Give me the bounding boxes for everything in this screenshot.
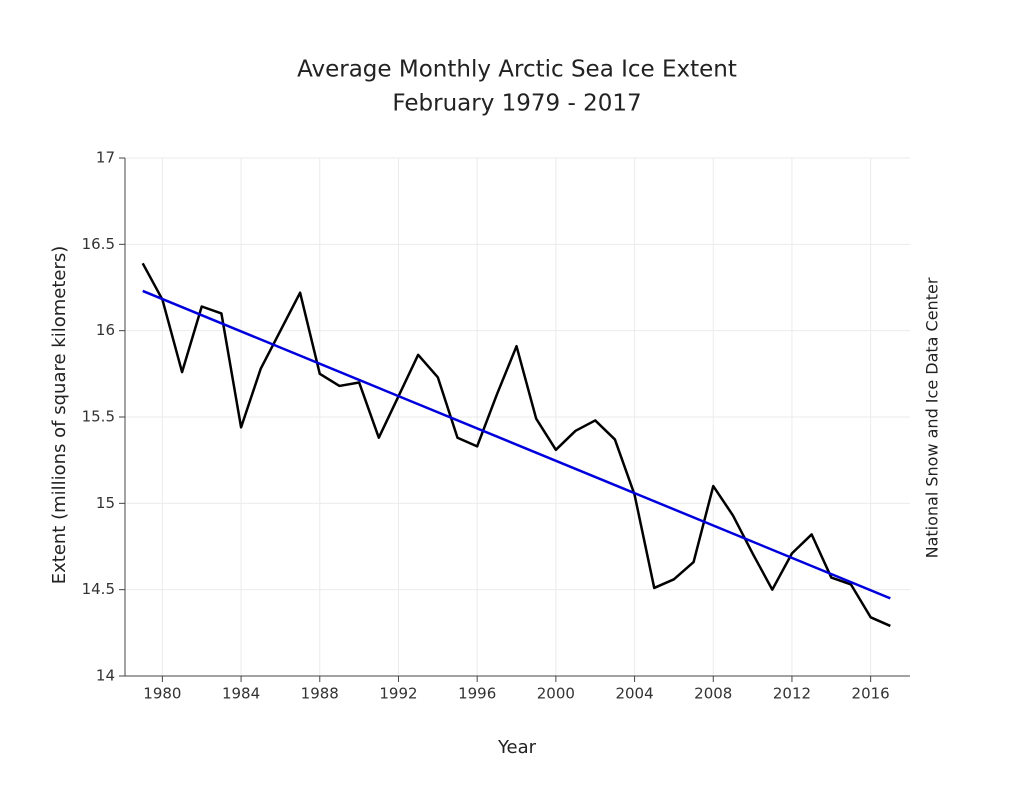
x-tick-label: 2000 (537, 685, 575, 703)
y-axis-title: Extent (millions of square kilometers) (49, 246, 70, 585)
x-tick-label: 2004 (615, 685, 653, 703)
line (141, 262, 891, 628)
y-tick-label: 16.5 (82, 235, 115, 253)
y-tick-label: 16 (96, 321, 115, 339)
x-axis-title: Year (497, 737, 537, 758)
y-tick-label: 14.5 (82, 580, 115, 598)
x-tick-label: 2016 (852, 685, 890, 703)
x-tick-label: 1996 (458, 685, 496, 703)
line (142, 289, 891, 600)
x-tick-label: 1984 (222, 685, 260, 703)
x-tick-label: 2008 (694, 685, 732, 703)
y-tick-label: 14 (96, 667, 115, 685)
x-tick-label: 1980 (143, 685, 181, 703)
chart-subtitle: February 1979 - 2017 (392, 91, 641, 117)
x-tick-label: 1992 (379, 685, 417, 703)
y-tick-label: 15.5 (82, 408, 115, 426)
x-tick-label: 2012 (773, 685, 811, 703)
chart-title: Average Monthly Arctic Sea Ice Extent (297, 57, 737, 83)
x-tick-label: 1988 (301, 685, 339, 703)
y-tick-label: 17 (96, 149, 115, 167)
annotation: National Snow and Ice Data Center (923, 277, 942, 558)
y-tick-label: 15 (96, 494, 115, 512)
